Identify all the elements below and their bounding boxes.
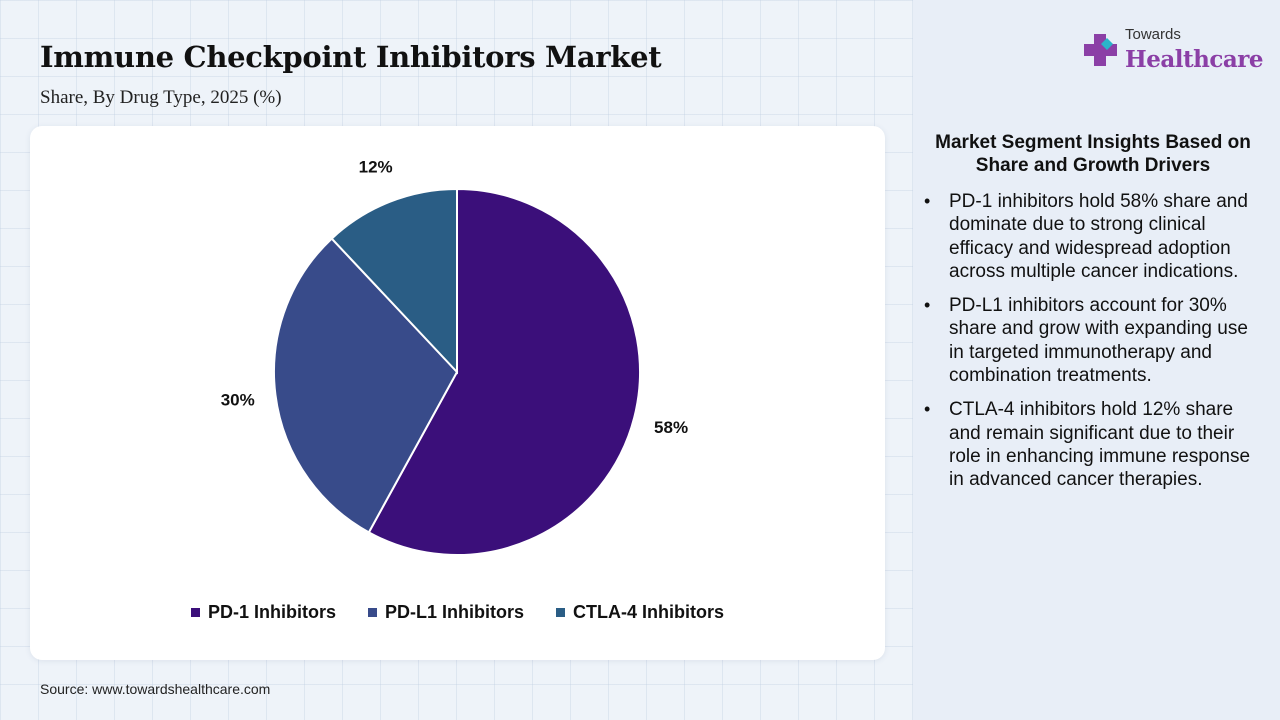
brand-line2: Healthcare (1125, 46, 1264, 73)
legend-item-pd-l1-inhibitors: PD-L1 Inhibitors (368, 602, 524, 623)
insight-item-ctla4: CTLA-4 inhibitors hold 12% share and rem… (922, 398, 1257, 491)
legend-swatch (368, 608, 377, 617)
brand-line1: Towards (1125, 26, 1181, 43)
legend-item-ctla-4-inhibitors: CTLA-4 Inhibitors (556, 602, 724, 623)
legend-swatch (556, 608, 565, 617)
legend-label: PD-L1 Inhibitors (385, 602, 524, 622)
slice-label-ctla-4-inhibitors: 12% (359, 158, 393, 177)
chart-card: 58% 30% 12% PD-1 Inhibitors PD-L1 Inhibitor… (30, 126, 885, 660)
medical-cross-icon (1084, 34, 1117, 66)
pie-slice-pd-l1-inhibitors (273, 237, 459, 534)
legend-label: CTLA-4 Inhibitors (573, 602, 724, 622)
insight-item-pd1: PD-1 inhibitors hold 58% share and domin… (922, 190, 1257, 283)
pie-slice-ctla-4-inhibitors (330, 187, 458, 375)
legend-label: PD-1 Inhibitors (207, 602, 336, 622)
insights-list: PD-1 inhibitors hold 58% share and domin… (922, 190, 1257, 503)
pie-slice-pd-1-inhibitors (367, 187, 641, 556)
slice-label-pd-1-inhibitors: 58% (654, 418, 688, 437)
chart-subtitle: Share, By Drug Type, 2025 (%) (40, 87, 282, 108)
slice-label-pd-l1-inhibitors: 30% (221, 391, 255, 410)
insight-item-pdl1: PD-L1 inhibitors account for 30% share a… (922, 294, 1257, 387)
brand-logo: Towards Healthcare (1081, 26, 1264, 78)
chart-title: Immune Checkpoint Inhibitors Market (40, 40, 662, 74)
source-note: Source: www.towardshealthcare.com (40, 681, 271, 697)
pie-chart: 58% 30% 12% (221, 158, 688, 556)
insights-title: Market Segment Insights Based on Share a… (935, 132, 1251, 176)
legend-swatch (190, 608, 200, 617)
legend-item-pd-1-inhibitors: PD-1 Inhibitors (190, 602, 336, 623)
chart-legend: PD-1 Inhibitors PD-L1 Inhibitors CTLA-4 In… (30, 602, 885, 623)
